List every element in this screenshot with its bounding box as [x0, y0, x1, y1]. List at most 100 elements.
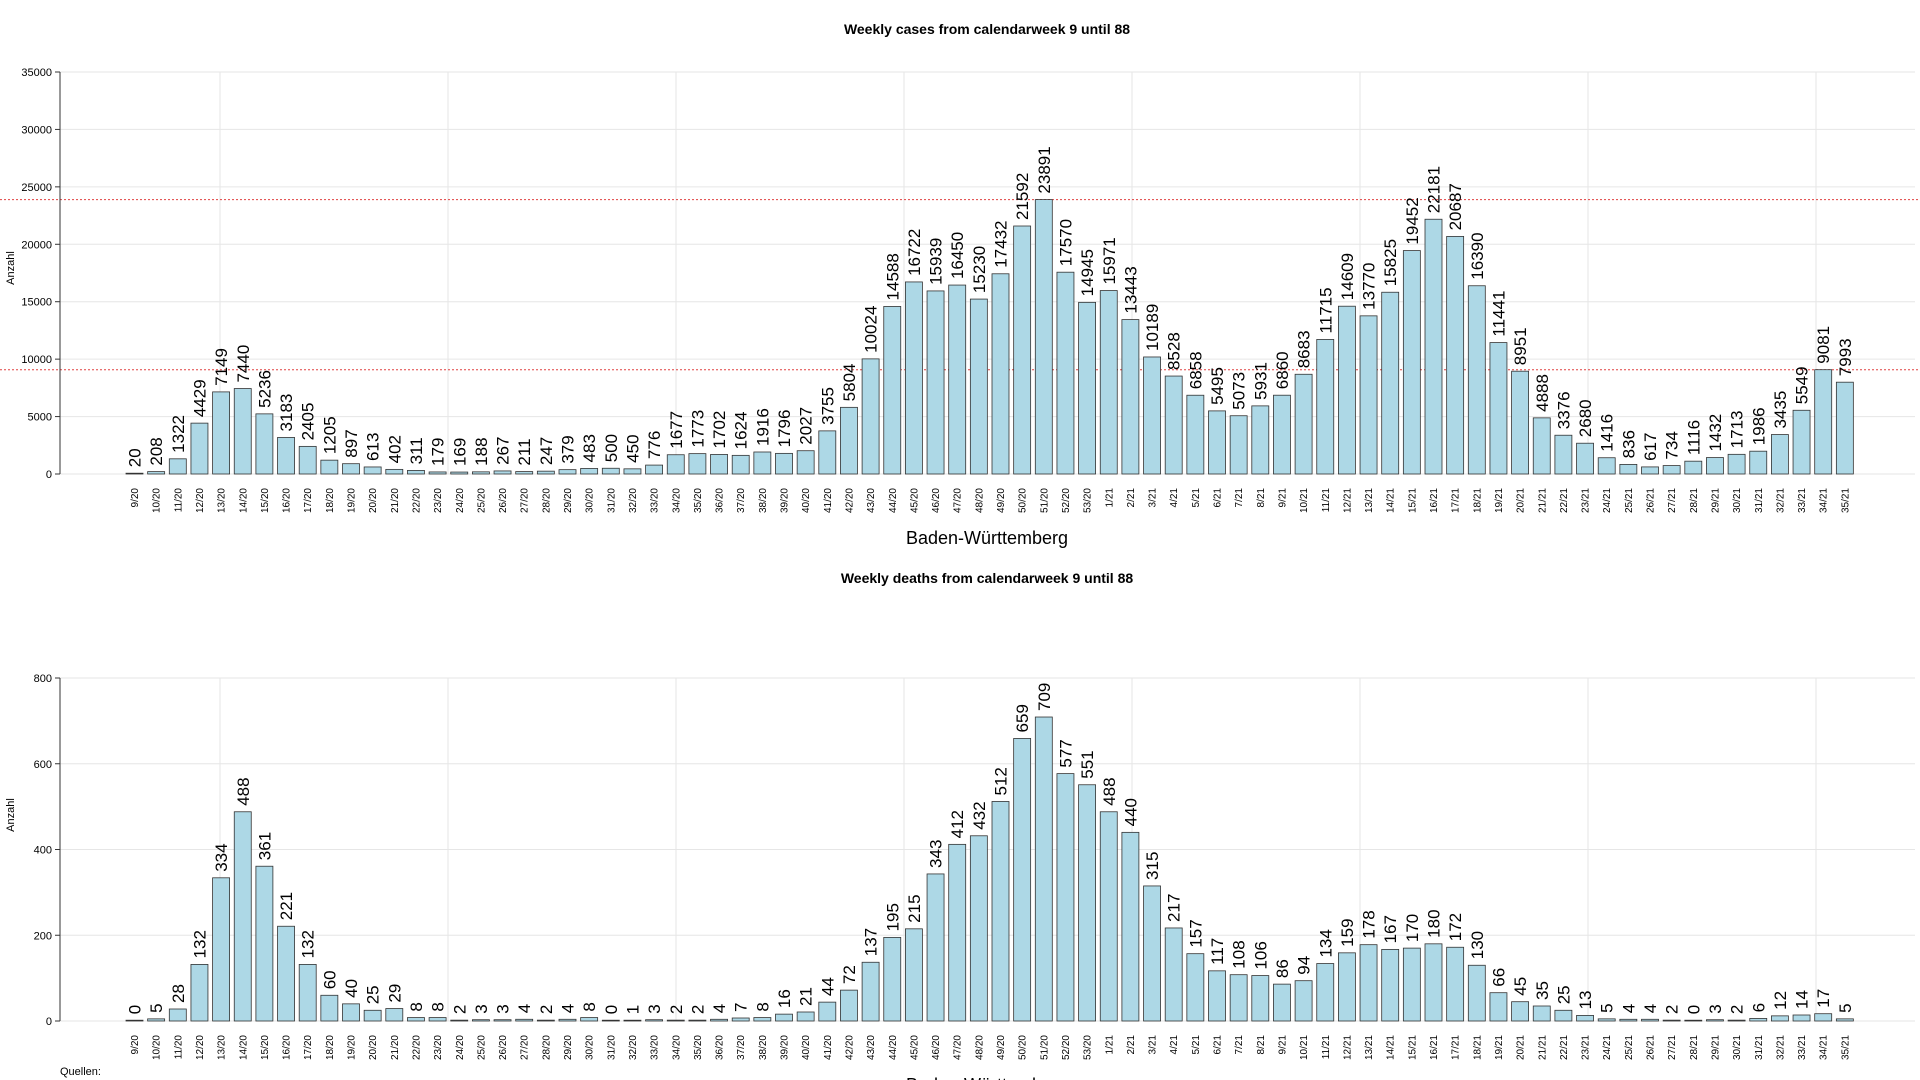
- deaths-bar: [320, 994, 339, 1022]
- deaths-bar: [147, 1018, 166, 1022]
- cases-value-label: 1796: [775, 410, 794, 448]
- cases-value-label: 188: [472, 437, 491, 465]
- cases-x-tick-label: 19/20: [347, 488, 358, 513]
- cases-bar: [1467, 285, 1486, 475]
- cases-value-label: 1416: [1598, 414, 1617, 452]
- deaths-y-tick-label: 600: [34, 759, 52, 771]
- deaths-bar: [1294, 980, 1313, 1022]
- deaths-value-label: 440: [1121, 798, 1140, 826]
- cases-bar: [168, 458, 187, 475]
- cases-bar: [1402, 250, 1421, 475]
- deaths-y-tick-label: 0: [46, 1016, 52, 1028]
- cases-bar: [840, 406, 858, 475]
- deaths-value-label: 94: [1295, 956, 1314, 975]
- deaths-bar: [1099, 811, 1118, 1022]
- deaths-bar: [818, 1001, 837, 1022]
- deaths-x-tick-label: 9/21: [1277, 1035, 1288, 1055]
- deaths-bar: [1359, 944, 1378, 1022]
- cases-value-label: 13443: [1121, 266, 1140, 313]
- deaths-bar: [1273, 983, 1291, 1022]
- cases-value-label: 20: [126, 448, 145, 467]
- cases-x-tick-label: 3/21: [1148, 488, 1159, 508]
- cases-bar: [1489, 342, 1508, 475]
- deaths-bar: [1532, 1005, 1551, 1022]
- deaths-bar: [883, 936, 902, 1022]
- deaths-bar: [407, 1017, 425, 1022]
- deaths-x-tick-label: 43/20: [866, 1035, 877, 1060]
- cases-x-tick-label: 38/20: [758, 488, 769, 513]
- cases-value-label: 11715: [1316, 287, 1335, 333]
- deaths-x-tick-label: 15/21: [1407, 1035, 1418, 1060]
- cases-value-label: 7149: [212, 348, 231, 386]
- deaths-value-label: 432: [970, 801, 989, 829]
- cases-x-tick-label: 15/21: [1407, 488, 1418, 513]
- deaths-value-label: 178: [1360, 910, 1379, 938]
- deaths-bar: [363, 1009, 382, 1022]
- cases-value-label: 5236: [255, 370, 274, 408]
- deaths-bar: [623, 1019, 642, 1022]
- cases-x-tick-label: 20/20: [368, 488, 379, 513]
- deaths-value-label: 28: [169, 984, 188, 1003]
- cases-value-label: 16722: [905, 229, 924, 276]
- deaths-x-tick-label: 2/21: [1126, 1035, 1137, 1055]
- deaths-x-tick-label: 10/20: [152, 1035, 163, 1060]
- deaths-x-tick-label: 38/20: [758, 1035, 769, 1060]
- deaths-bar: [1251, 975, 1270, 1022]
- cases-value-label: 11441: [1489, 291, 1508, 337]
- cases-value-label: 15825: [1381, 239, 1400, 286]
- cases-value-label: 10024: [862, 306, 881, 353]
- deaths-value-label: 1: [623, 1005, 642, 1014]
- cases-bar: [623, 468, 642, 475]
- cases-bar: [558, 469, 577, 475]
- cases-bar: [731, 454, 750, 475]
- cases-x-tick-label: 20/21: [1516, 488, 1527, 513]
- cases-bar: [212, 391, 231, 475]
- deaths-bar: [1662, 1019, 1681, 1022]
- deaths-value-label: 412: [948, 810, 967, 838]
- deaths-bar: [710, 1018, 728, 1022]
- cases-bar: [1056, 271, 1075, 475]
- cases-x-tick-label: 30/21: [1732, 488, 1743, 513]
- cases-bar: [1186, 394, 1205, 475]
- cases-x-tick-label: 10/20: [152, 488, 163, 513]
- deaths-x-tick-label: 42/20: [844, 1035, 855, 1060]
- deaths-bar: [190, 964, 209, 1022]
- cases-x-tick-label: 50/20: [1018, 488, 1029, 513]
- deaths-x-tick-label: 32/20: [628, 1035, 639, 1060]
- cases-value-label: 247: [537, 437, 556, 465]
- cases-bar: [775, 452, 793, 475]
- cases-bar: [1143, 356, 1161, 475]
- deaths-x-tick-label: 36/20: [715, 1035, 726, 1060]
- deaths-bar: [1576, 1015, 1594, 1022]
- deaths-x-tick-label: 45/20: [909, 1035, 920, 1060]
- cases-x-tick-label: 31/21: [1754, 488, 1765, 513]
- cases-x-axis-label: Baden-Württemberg: [906, 528, 1068, 548]
- deaths-bar: [1641, 1018, 1659, 1022]
- deaths-bar: [753, 1017, 772, 1022]
- cases-x-tick-label: 16/21: [1429, 488, 1440, 513]
- cases-bar: [515, 471, 534, 475]
- deaths-value-label: 195: [883, 903, 902, 931]
- deaths-bar: [212, 877, 231, 1022]
- deaths-x-tick-label: 16/20: [282, 1035, 293, 1060]
- cases-bar: [883, 306, 902, 475]
- deaths-bar: [1446, 946, 1465, 1022]
- cases-x-tick-label: 45/20: [909, 488, 920, 513]
- deaths-value-label: 217: [1165, 894, 1184, 922]
- deaths-value-label: 2: [667, 1005, 686, 1014]
- deaths-value-label: 172: [1446, 913, 1465, 941]
- cases-bar: [493, 470, 512, 475]
- cases-value-label: 8528: [1165, 332, 1184, 370]
- cases-x-tick-label: 1/21: [1104, 488, 1115, 508]
- deaths-x-tick-label: 12/20: [195, 1035, 206, 1060]
- cases-chart: Weekly cases from calendarweek 9 until 8…: [0, 21, 1920, 548]
- deaths-bar: [1402, 947, 1421, 1022]
- cases-bar: [1381, 291, 1400, 475]
- cases-bar: [1814, 369, 1833, 475]
- cases-bar: [428, 471, 447, 475]
- cases-x-tick-label: 15/20: [260, 488, 271, 513]
- deaths-y-tick-label: 400: [34, 845, 52, 857]
- cases-bar: [1576, 442, 1594, 475]
- source-heading: Quellen:: [60, 1066, 101, 1078]
- deaths-x-tick-label: 20/21: [1516, 1035, 1527, 1060]
